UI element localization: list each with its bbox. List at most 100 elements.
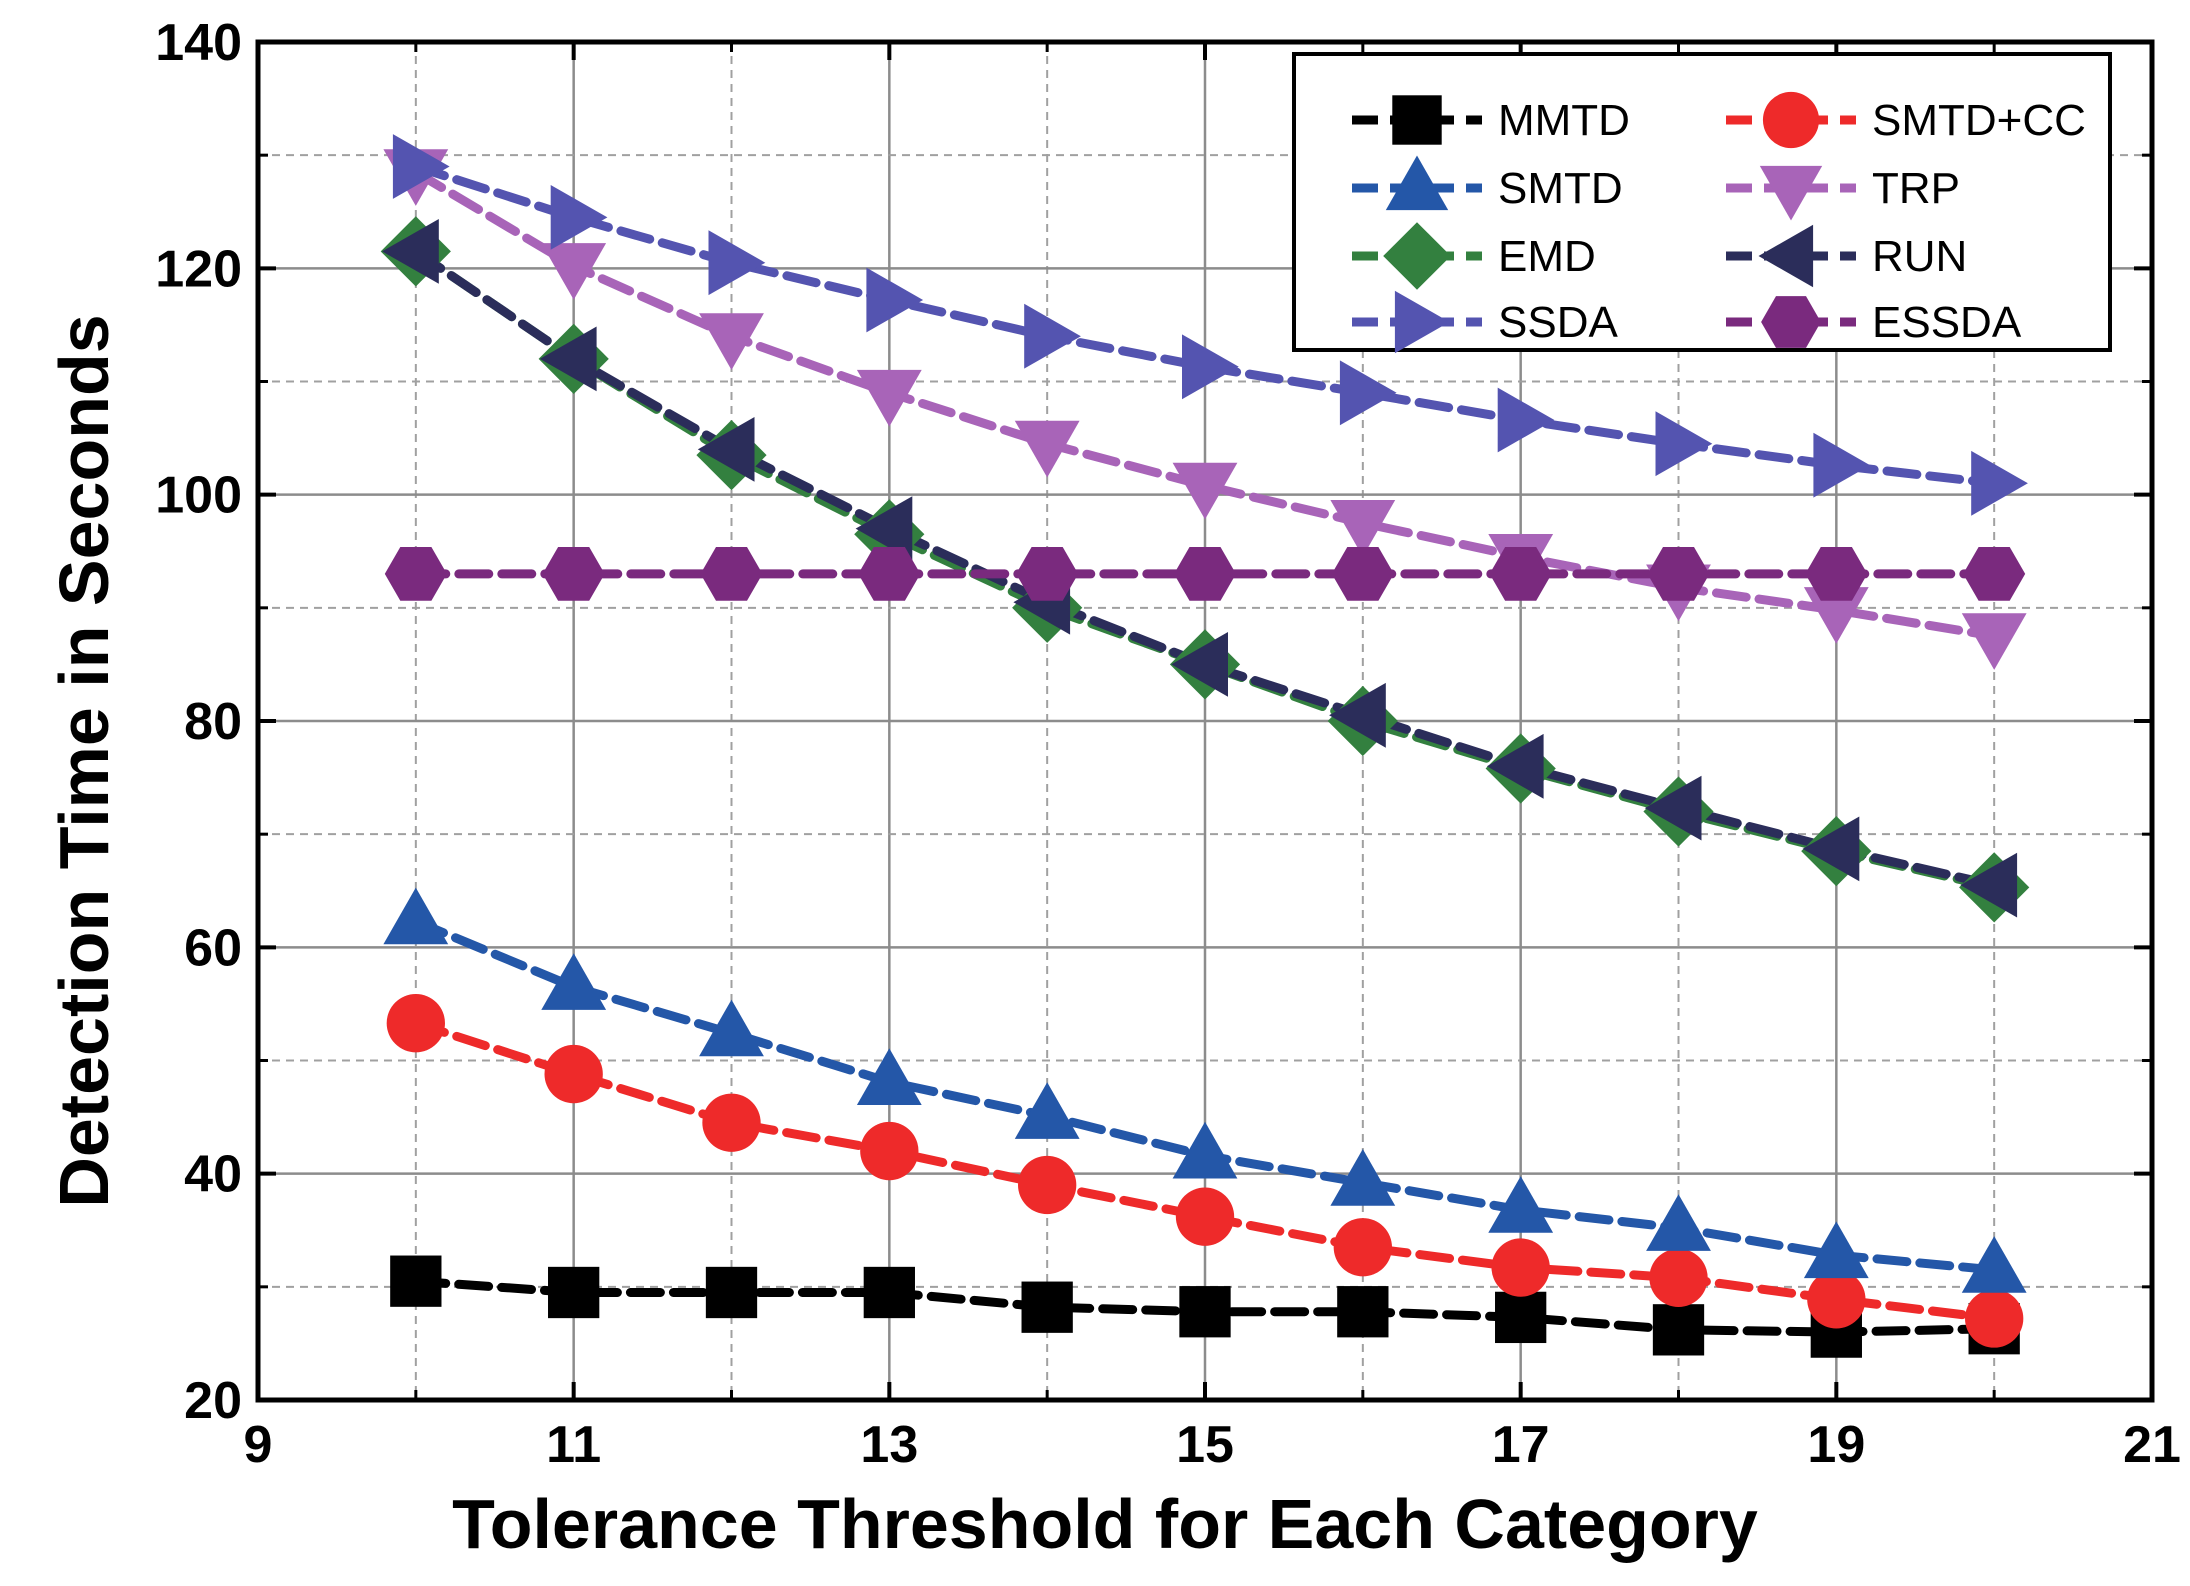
- y-tick-labels: 20 40 60 80 100 120 140: [155, 14, 242, 1430]
- data-point-smtd-cc: [1649, 1248, 1708, 1307]
- y-tick-label: 60: [184, 919, 242, 977]
- data-point-smtd-cc: [1018, 1155, 1077, 1215]
- data-point-smtd: [1646, 1194, 1711, 1251]
- data-point-smtd-cc: [1333, 1218, 1392, 1277]
- data-point-run: [1960, 852, 2018, 918]
- legend-marker-emd: [1383, 222, 1451, 290]
- data-point-smtd: [541, 953, 607, 1010]
- legend-label-essda: ESSDA: [1872, 298, 2022, 347]
- data-point-smtd-cc: [1807, 1270, 1866, 1329]
- data-point-trp: [1330, 500, 1396, 557]
- data-point-mmtd: [390, 1255, 442, 1307]
- data-point-essda: [1963, 547, 2026, 601]
- data-point-run: [1171, 632, 1228, 697]
- y-axis-title: Detection Time in Seconds: [45, 314, 123, 1207]
- legend-label-smtd: SMTD: [1498, 164, 1623, 213]
- data-point-essda: [1331, 547, 1394, 601]
- y-tick-label: 40: [184, 1146, 242, 1204]
- x-tick-label: 19: [1807, 1416, 1865, 1474]
- x-tick-label: 13: [860, 1416, 918, 1474]
- y-tick-label: 140: [155, 14, 242, 72]
- data-point-mmtd: [1495, 1291, 1547, 1344]
- x-tick-label: 21: [2123, 1416, 2181, 1474]
- data-point-smtd-cc: [860, 1121, 919, 1181]
- legend-marker-run: [1758, 224, 1814, 288]
- legend-marker-essda: [1761, 296, 1821, 348]
- data-point-smtd: [699, 999, 764, 1057]
- y-tick-label: 100: [155, 467, 242, 525]
- data-point-ssda: [1182, 334, 1239, 400]
- data-point-essda: [1647, 547, 1710, 601]
- data-point-trp: [1014, 420, 1080, 478]
- data-point-run: [1802, 816, 1860, 882]
- data-point-ssda: [1339, 360, 1397, 426]
- x-tick-label: 11: [546, 1416, 601, 1474]
- data-point-run: [539, 326, 597, 392]
- data-point-essda: [1805, 547, 1868, 601]
- data-point-smtd-cc: [386, 993, 445, 1053]
- data-point-trp: [856, 369, 922, 427]
- x-tick-label: 15: [1176, 1416, 1234, 1474]
- data-point-smtd: [856, 1048, 922, 1105]
- legend-marker-mmtd: [1392, 95, 1442, 145]
- data-point-essda: [384, 547, 447, 601]
- y-tick-label: 80: [184, 693, 242, 751]
- data-point-smtd-cc: [1491, 1238, 1550, 1297]
- data-point-run: [1329, 682, 1386, 748]
- data-point-smtd-cc: [1965, 1289, 2024, 1348]
- data-point-ssda: [708, 230, 766, 296]
- y-tick-label: 120: [155, 240, 242, 298]
- legend-label-trp: TRP: [1872, 164, 1960, 213]
- legend-marker-ssda: [1394, 290, 1450, 354]
- data-point-ssda: [866, 267, 924, 333]
- data-point-essda: [1174, 547, 1236, 601]
- data-point-ssda: [1971, 450, 2028, 516]
- data-point-smtd: [1330, 1149, 1396, 1206]
- data-point-ssda: [392, 134, 450, 199]
- x-tick-label: 9: [244, 1416, 273, 1474]
- data-point-mmtd: [548, 1266, 600, 1319]
- data-point-ssda: [550, 185, 608, 250]
- x-axis-title: Tolerance Threshold for Each Category: [452, 1485, 1758, 1563]
- legend-label-smtd-cc: SMTD+CC: [1872, 96, 2086, 145]
- data-point-smtd: [383, 887, 449, 945]
- data-point-smtd: [1803, 1221, 1869, 1279]
- data-point-ssda: [1655, 411, 1713, 477]
- data-point-run: [855, 496, 913, 561]
- data-point-mmtd: [863, 1266, 915, 1319]
- legend-label-run: RUN: [1872, 232, 1967, 281]
- data-point-mmtd: [1179, 1286, 1231, 1338]
- legend-marker-smtd: [1385, 155, 1449, 211]
- legend: MMTD SMTD+CC SMTD TRP EMD RUN SSDA ESSDA: [1292, 52, 2112, 354]
- legend-label-mmtd: MMTD: [1498, 96, 1630, 145]
- data-point-ssda: [1497, 387, 1555, 453]
- legend-label-emd: EMD: [1498, 232, 1596, 281]
- data-point-smtd: [1172, 1121, 1238, 1179]
- data-point-essda: [1489, 547, 1552, 601]
- x-tick-labels: 9 11 13 15 17 19 21: [244, 1416, 2181, 1474]
- legend-marker-trp: [1759, 165, 1823, 221]
- legend-marker-smtd-cc: [1762, 91, 1820, 149]
- data-point-run: [1644, 775, 1702, 841]
- data-point-run: [697, 417, 755, 482]
- data-point-mmtd: [1652, 1304, 1705, 1356]
- data-point-mmtd: [705, 1266, 758, 1319]
- data-point-smtd-cc: [544, 1044, 603, 1104]
- data-point-trp: [1172, 462, 1238, 520]
- data-point-smtd: [1014, 1082, 1080, 1139]
- series-markers: [380, 134, 2030, 1358]
- data-point-smtd-cc: [702, 1093, 761, 1152]
- data-point-smtd-cc: [1175, 1187, 1235, 1246]
- legend-label-ssda: SSDA: [1498, 298, 1618, 347]
- data-point-trp: [541, 243, 607, 300]
- series-line-trp: [411, 167, 1999, 641]
- data-point-essda: [1016, 547, 1079, 601]
- y-tick-label: 20: [184, 1372, 242, 1430]
- data-point-mmtd: [1021, 1281, 1073, 1333]
- data-point-essda: [700, 547, 763, 601]
- data-point-smtd: [1961, 1236, 2027, 1293]
- data-point-run: [1486, 733, 1544, 799]
- axis-ticks: [256, 40, 2154, 1402]
- data-point-ssda: [1813, 432, 1871, 498]
